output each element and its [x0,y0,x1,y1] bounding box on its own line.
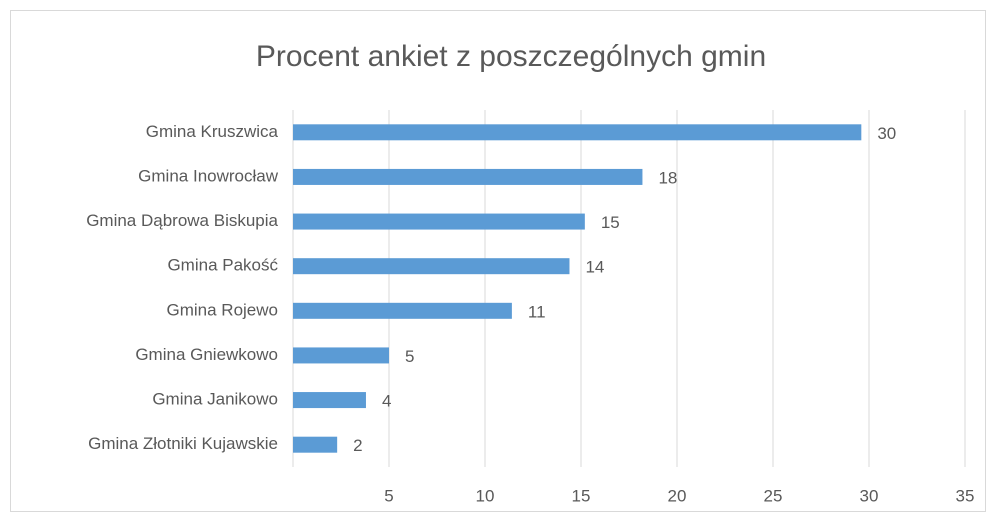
x-tick-label: 20 [668,486,687,505]
x-tick-label: 15 [572,486,591,505]
bar [293,302,512,319]
data-label: 14 [585,258,604,277]
x-tick-label: 30 [860,486,879,505]
bar [293,347,389,364]
data-label: 15 [601,213,620,232]
data-label: 30 [877,124,896,143]
x-tick-label: 10 [476,486,495,505]
x-tick-label: 5 [384,486,393,505]
y-tick-label: Gmina Janikowo [152,390,278,409]
bar [293,392,366,409]
data-label: 2 [353,436,362,455]
x-tick-label: 35 [956,486,975,505]
x-tick-label: 25 [764,486,783,505]
y-tick-label: Gmina Inowrocław [138,166,279,185]
data-label: 11 [528,302,546,321]
y-tick-label: Gmina Kruszwica [146,122,279,141]
y-tick-label: Gmina Rojewo [167,300,279,319]
data-label: 5 [405,347,414,366]
data-label: 18 [658,168,677,187]
chart-title: Procent ankiet z poszczególnych gmin [256,40,766,73]
y-tick-label: Gmina Pakość [167,256,278,275]
y-tick-label: Gmina Gniewkowo [135,345,278,364]
bar [293,213,585,230]
bar [293,436,338,453]
y-tick-label: Gmina Dąbrowa Biskupia [86,211,278,230]
bar [293,258,570,275]
y-tick-label: Gmina Złotniki Kujawskie [88,434,278,453]
bar [293,124,862,141]
data-label: 4 [382,392,391,411]
bar [293,168,643,185]
